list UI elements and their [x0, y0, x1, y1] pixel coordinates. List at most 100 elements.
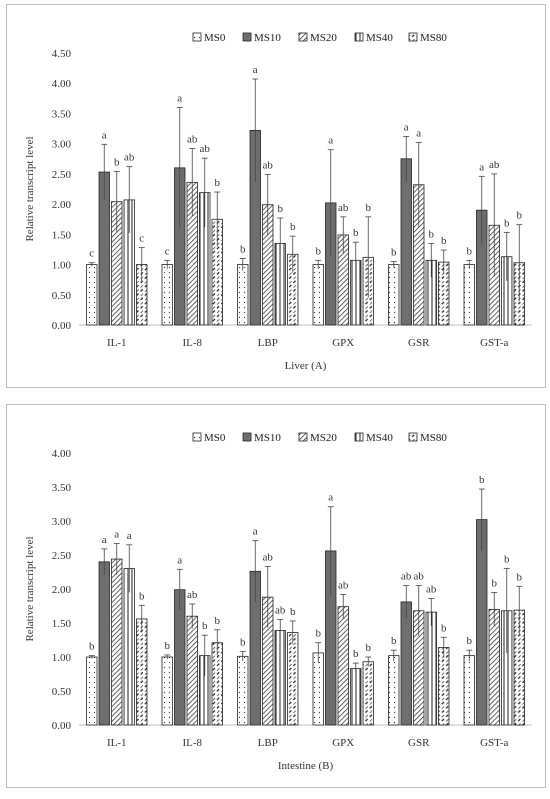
bar-ms0 [237, 264, 249, 326]
significance-letter: ab [263, 159, 274, 171]
bar-ms80 [136, 618, 148, 726]
significance-letter: a [328, 135, 333, 147]
legend-label-ms0: MS0 [204, 432, 226, 444]
significance-letter: b [504, 554, 510, 566]
significance-letter: a [127, 530, 132, 542]
legend-swatch-ms0 [192, 32, 202, 42]
significance-letter: a [102, 534, 107, 546]
significance-letter: b [114, 156, 120, 168]
significance-letter: b [316, 628, 322, 640]
bar-ms40 [425, 611, 437, 726]
y-tick-label: 1.50 [52, 229, 72, 241]
significance-letter: ab [200, 143, 211, 155]
significance-letter: b [391, 635, 397, 647]
significance-letter: b [278, 203, 284, 215]
legend-swatch-ms10 [242, 432, 252, 442]
legend-label-ms20: MS20 [310, 432, 337, 444]
significance-letter: b [215, 615, 221, 627]
significance-letter: b [492, 577, 498, 589]
significance-letter: b [366, 202, 372, 214]
significance-letter: a [177, 92, 182, 104]
bar-ms10 [98, 561, 110, 726]
significance-letter: a [404, 121, 409, 133]
y-tick-label: 3.00 [52, 516, 72, 528]
legend-label-ms20: MS20 [310, 32, 337, 44]
significance-letter: ab [489, 159, 500, 171]
legend-swatch-ms20 [298, 32, 308, 42]
x-axis-label: Intestine (B) [278, 760, 334, 772]
significance-letter: b [429, 228, 435, 240]
legend-label-ms10: MS10 [254, 432, 281, 444]
y-tick-label: 2.00 [52, 199, 72, 211]
category-label: GSR [408, 337, 430, 349]
bar-ms0 [312, 652, 324, 726]
significance-letter: ab [414, 571, 425, 583]
significance-letter: b [202, 620, 208, 632]
bar-ms80 [362, 661, 374, 726]
significance-letter: ab [338, 579, 349, 591]
bar-ms0 [463, 655, 475, 726]
liver-chart-panel: MS0 MS10 MS20 MS40 MS80 0.00 0.50 1.00 1.50 2.00 2… [6, 4, 546, 388]
legend-label-ms40: MS40 [366, 432, 393, 444]
liver-chart: MS0 MS10 MS20 MS40 MS80 0.00 0.50 1.00 1.50 2.00 2… [24, 32, 532, 372]
y-tick-label: 3.00 [52, 139, 72, 151]
y-tick-label: 4.00 [52, 78, 72, 90]
bar-ms80 [287, 632, 299, 726]
y-tick-label: 0.00 [52, 720, 72, 732]
bar-ms0 [86, 656, 98, 726]
significance-letter: a [479, 161, 484, 173]
category-label: GPX [332, 737, 354, 749]
y-tick-label: 2.50 [52, 169, 72, 181]
significance-letter: b [441, 622, 447, 634]
significance-letter: b [316, 245, 322, 257]
category-label: GSR [408, 737, 430, 749]
category-label: IL-1 [107, 337, 127, 349]
category-label: IL-1 [107, 737, 127, 749]
x-axis-label: Liver (A) [285, 360, 327, 372]
intestine-chart: MS0 MS10 MS20 MS40 MS80 0.00 0.50 1.00 1.50 2.00 2… [24, 432, 532, 772]
significance-letter: b [479, 474, 485, 486]
y-tick-label: 2.00 [52, 584, 72, 596]
y-axis-label: Relative transcript level [24, 536, 36, 641]
category-label: GST-a [480, 737, 508, 749]
legend-swatch-ms80 [408, 432, 418, 442]
bar-ms40 [350, 668, 362, 726]
legend-label-ms80: MS80 [420, 32, 447, 44]
bar-ms0 [312, 264, 324, 326]
legend-label-ms0: MS0 [204, 32, 226, 44]
significance-letter: b [467, 245, 473, 257]
bar-ms80 [438, 647, 450, 726]
y-tick-label: 4.50 [52, 48, 72, 60]
significance-letter: b [517, 571, 523, 583]
significance-letter: b [391, 247, 397, 259]
significance-letter: b [290, 606, 296, 618]
y-tick-label: 3.50 [52, 108, 72, 120]
significance-letter: a [253, 526, 258, 538]
significance-letter: a [177, 554, 182, 566]
significance-letter: b [240, 637, 246, 649]
legend-swatch-ms0 [192, 432, 202, 442]
category-label: LBP [258, 337, 278, 349]
significance-letter: a [102, 129, 107, 141]
legend-swatch-ms40 [354, 32, 364, 42]
significance-letter: b [240, 244, 246, 256]
y-tick-label: 1.50 [52, 618, 72, 630]
legend-label-ms80: MS80 [420, 432, 447, 444]
legend-swatch-ms10 [242, 32, 252, 42]
bar-ms20 [186, 615, 198, 726]
bar-ms0 [86, 264, 98, 326]
significance-letter: b [467, 635, 473, 647]
y-tick-label: 0.50 [52, 290, 72, 302]
significance-letter: ab [187, 134, 198, 146]
significance-letter: a [114, 528, 119, 540]
category-label: LBP [258, 737, 278, 749]
bar-ms20 [488, 608, 500, 726]
significance-letter: ab [275, 605, 286, 617]
category-label: GST-a [480, 337, 508, 349]
bar-ms20 [111, 558, 123, 726]
bar-ms0 [388, 264, 400, 326]
y-tick-label: 2.50 [52, 550, 72, 562]
significance-letter: b [89, 641, 95, 653]
legend-swatch-ms80 [408, 32, 418, 42]
category-label: IL-8 [182, 737, 202, 749]
